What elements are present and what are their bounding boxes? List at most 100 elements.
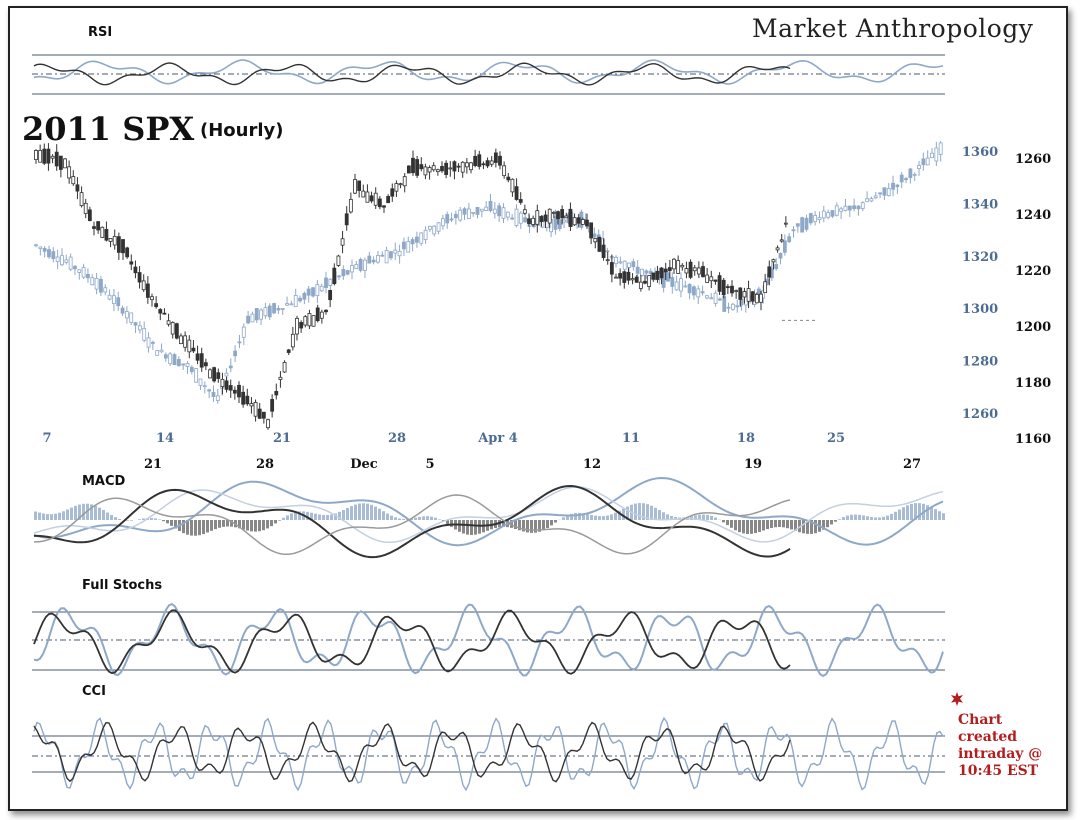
light-bar-10 [77,269,82,273]
macd-hist-58 [266,520,269,529]
light-bar-180 [813,215,818,223]
light-bar-85 [402,241,406,250]
dark-bar-113 [502,165,507,177]
light-bar-16 [103,287,108,293]
macd-hist-95 [414,517,417,520]
dark-bar-120 [531,217,536,225]
macd-hist-158 [666,514,669,520]
light-bar-134 [614,256,618,264]
macd-hist-90 [394,517,397,520]
x-top-tick-3: 28 [388,431,406,446]
light-bar-107 [497,205,502,217]
dark-bar-59 [278,376,283,380]
macd-hist-211 [878,517,881,520]
light-bar-179 [808,213,813,224]
macd-hist-136 [578,512,581,520]
macd-hist-213 [886,515,889,520]
dark-bar-8 [67,166,72,179]
x-bot-tick-3: 5 [425,457,434,472]
dark-bar-134 [589,222,594,239]
light-bar-162 [735,305,740,308]
dark-bar-6 [58,155,63,170]
dark-bar-153 [667,267,672,271]
macd-hist-181 [758,520,761,532]
macd-hist-53 [246,520,249,531]
dark-bar-14 [92,226,96,229]
y-left-tick-1: 1280 [962,355,998,370]
light-bar-151 [687,283,692,294]
dark-bar-19 [112,235,117,246]
light-bar-137 [627,262,631,268]
light-bar-208 [934,147,939,162]
macd-hist-73 [326,515,329,520]
light-bar-2 [42,248,47,252]
dark-bar-154 [672,258,676,270]
dark-bar-158 [688,261,693,278]
light-bar-37 [194,368,199,383]
dark-bar-84 [382,205,386,208]
macd-hist-88 [386,513,389,520]
dark-bar-24 [133,266,138,274]
x-top-tick-1: 14 [156,431,174,446]
dark-bar-85 [386,196,391,204]
dark-bar-1 [38,150,43,163]
dark-bar-18 [108,238,113,242]
dark-bar-152 [663,268,668,273]
macd-hist-168 [706,514,709,520]
light-bar-194 [873,195,878,199]
light-bar-12 [86,273,90,279]
dark-bar-129 [568,208,573,227]
dark-bar-75 [344,213,349,226]
macd-hist-143 [606,515,609,520]
macd-hist-64 [290,513,293,520]
dark-bar-157 [684,268,689,274]
light-bar-86 [406,241,411,253]
macd-hist-0 [34,511,37,520]
macd-hist-14 [90,504,93,520]
dark-bar-80 [365,191,370,203]
dark-bar-88 [398,183,403,186]
macd-hist-140 [594,515,597,520]
light-bar-96 [449,218,454,221]
macd-hist-210 [874,517,877,520]
macd-hist-148 [626,506,629,520]
macd-hist-91 [398,518,401,520]
macd-hist-207 [862,515,865,520]
light-bar-91 [427,225,432,230]
macd-hist-139 [590,514,593,520]
light-bar-111 [514,208,519,226]
dark-bar-13 [87,209,92,222]
y-left-tick-2: 1300 [962,302,998,317]
light-bar-53 [263,307,268,317]
dark-bar-79 [361,190,366,198]
light-bar-140 [640,268,644,276]
y-right-tick-1: 1180 [1015,376,1051,391]
macd-hist-108 [466,520,469,535]
dark-bar-62 [290,333,295,348]
macd-hist-146 [618,510,621,520]
macd-hist-61 [278,520,281,521]
dark-bar-174 [754,293,759,304]
y-right-tick-4: 1240 [1015,208,1051,223]
dark-bar-21 [121,239,125,254]
light-bar-186 [839,208,844,212]
macd-hist-11 [78,504,81,520]
dark-bar-96 [431,165,436,171]
light-bar-76 [363,259,367,271]
macd-hist-141 [598,516,601,520]
dark-bar-78 [357,180,362,191]
light-bar-83 [393,249,398,254]
intraday-note: Chart created intraday @ 10:45 EST [958,712,1043,779]
light-bar-67 [324,277,328,289]
light-bar-17 [107,294,112,300]
macd-hist-203 [846,515,849,520]
dark-bar-37 [187,339,192,353]
dark-bar-77 [353,179,357,194]
macd-hist-47 [222,520,225,527]
light-bar-160 [726,306,731,309]
light-bar-79 [376,255,380,263]
macd-hist-20 [114,517,117,520]
macd-hist-41 [198,520,201,536]
macd-hist-121 [518,520,521,531]
macd-hist-216 [898,509,901,520]
